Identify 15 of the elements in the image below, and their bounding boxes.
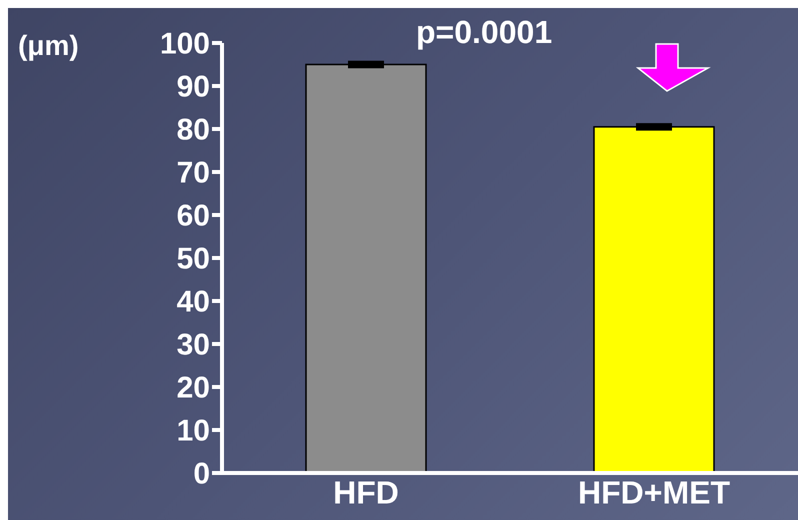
y-tick-label: 50 xyxy=(176,242,210,276)
y-axis-title: (μm) xyxy=(18,30,79,62)
x-tick-label: HFD xyxy=(333,474,399,511)
y-tick-label: 30 xyxy=(176,328,210,362)
y-tick-label: 100 xyxy=(160,28,210,61)
x-tick-label: HFD+MET xyxy=(578,474,730,511)
y-tick-label: 60 xyxy=(176,200,210,233)
y-tick-label: 80 xyxy=(176,114,210,147)
y-tick-label: 20 xyxy=(176,372,210,405)
y-tick-label: 0 xyxy=(193,458,210,491)
y-tick-label: 40 xyxy=(176,286,210,319)
y-tick-label: 10 xyxy=(176,414,210,448)
y-tick-label: 90 xyxy=(176,70,210,104)
y-tick-label: 70 xyxy=(176,156,210,190)
annotation: p=0.0001 xyxy=(416,14,552,51)
